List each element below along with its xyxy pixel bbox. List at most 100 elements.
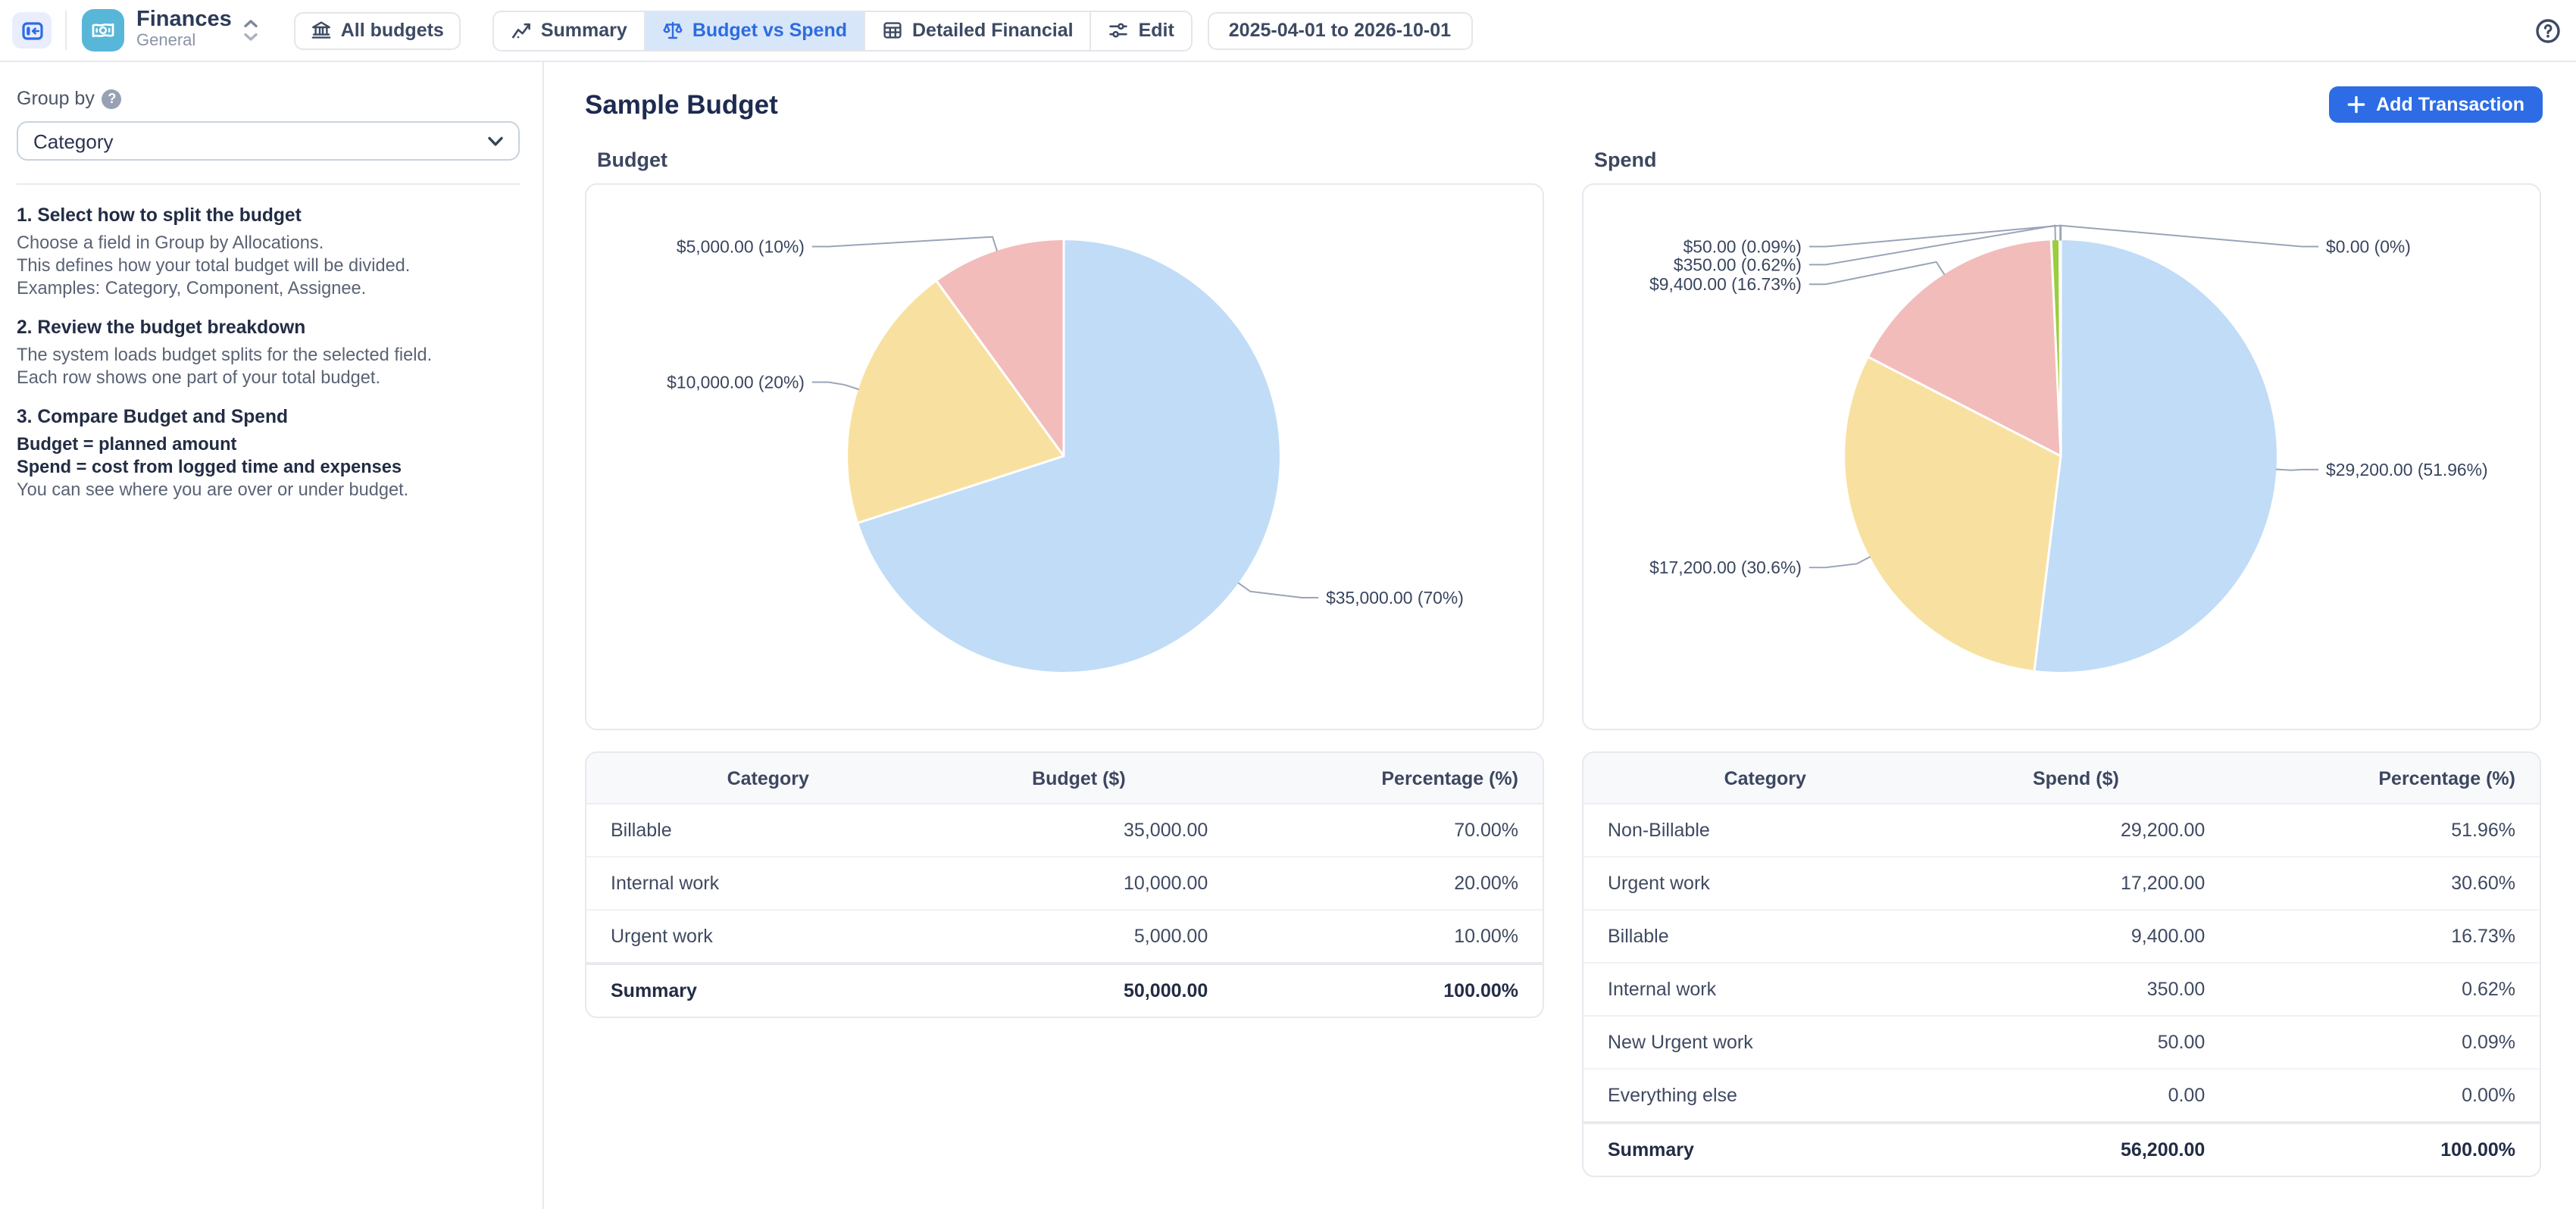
- step-title: 1. Select how to split the budget: [17, 205, 302, 226]
- summary-row: Summary 56,200.00 100.00%: [1583, 1121, 2540, 1176]
- tab-detailed-financial[interactable]: Detailed Financial: [865, 11, 1092, 49]
- all-budgets-label: All budgets: [340, 20, 444, 41]
- table-row: New Urgent work 50.00 0.09%: [1583, 1016, 2540, 1070]
- sidebar-collapse-button[interactable]: [12, 12, 52, 48]
- table-row: Urgent work 17,200.00 30.60%: [1583, 857, 2540, 911]
- table-row: Billable 9,400.00 16.73%: [1583, 910, 2540, 964]
- group-by-sidebar: Group by ? Category 1. Select how to spl…: [0, 62, 544, 1209]
- table-cell: 0.00: [1946, 1069, 2206, 1123]
- step-title: 3. Compare Budget and Spend: [17, 406, 289, 427]
- budget-chart-block: Budget $35,000.00 (70%) $10,000.00 (20%) $…: [585, 148, 1544, 730]
- pie-leader-line: [2060, 224, 2319, 248]
- budget-switcher-button[interactable]: [242, 17, 259, 44]
- table-cell: Billable: [586, 804, 950, 858]
- table-cell: 70.00%: [1208, 804, 1543, 858]
- pie-leader-line: [1809, 555, 1871, 569]
- column-header: Percentage (%): [1208, 753, 1543, 804]
- top-navbar: Finances General All budgets: [0, 0, 2576, 62]
- table-cell: 350.00: [1946, 963, 2206, 1017]
- workspace-title-block: Finances General: [136, 8, 232, 52]
- column-header: Budget ($): [949, 753, 1208, 804]
- tab-summary[interactable]: Summary: [493, 11, 646, 49]
- add-transaction-label: Add Transaction: [2376, 94, 2524, 115]
- table-cell: 29,200.00: [1946, 804, 2206, 858]
- pie-callout-label: $10,000.00 (20%): [667, 373, 805, 392]
- pie-leader-line: [811, 236, 999, 251]
- table-cell: Summary: [586, 962, 950, 1017]
- help-icon: [2535, 17, 2561, 43]
- pie-callout-label: $35,000.00 (70%): [1326, 588, 1464, 608]
- table-header-row: Category Spend ($) Percentage (%): [1583, 753, 2540, 804]
- table-row: Internal work 10,000.00 20.00%: [586, 857, 1543, 911]
- budget-pie-chart: $35,000.00 (70%) $10,000.00 (20%) $5,000.0…: [667, 236, 1464, 674]
- spend-table: Category Spend ($) Percentage (%) Non-Billa…: [1583, 753, 2540, 1176]
- bank-icon: [311, 20, 332, 41]
- pie-callout-label: $5,000.00 (10%): [677, 237, 805, 257]
- plus-icon: [2347, 95, 2365, 114]
- table-row: Non-Billable 29,200.00 51.96%: [1583, 804, 2540, 858]
- chevron-down-icon: [488, 136, 503, 146]
- instruction-steps: 1. Select how to split the budget Choose …: [17, 205, 520, 501]
- add-transaction-button[interactable]: Add Transaction: [2329, 86, 2543, 123]
- step-line: Each row shows one part of your total bu…: [17, 367, 381, 388]
- step-line: Spend = cost from logged time and expens…: [17, 456, 402, 477]
- summary-row: Summary 50,000.00 100.00%: [586, 962, 1543, 1017]
- group-by-select-value: Category: [33, 130, 114, 152]
- content-area: Group by ? Category 1. Select how to spl…: [0, 62, 2576, 1209]
- group-by-select[interactable]: Category: [17, 121, 520, 161]
- pie-callout-label: $29,200.00 (51.96%): [2326, 460, 2488, 480]
- table-cell: 9,400.00: [1946, 910, 2206, 964]
- table-row: Billable 35,000.00 70.00%: [586, 804, 1543, 858]
- tab-summary-label: Summary: [540, 20, 627, 41]
- scales-icon: [662, 20, 683, 41]
- pie-callout-label: $50.00 (0.09%): [1683, 237, 1802, 257]
- step-line: You can see where you are over or under …: [17, 479, 409, 500]
- instruction-step: 2. Review the budget breakdown The system…: [17, 317, 520, 389]
- table-cell: 0.09%: [2205, 1016, 2540, 1070]
- column-header: Category: [586, 753, 950, 804]
- spend-chart-block: Spend $29,200.00 (51.96%) $17,200.00 (30.…: [1582, 148, 2541, 730]
- date-range-button[interactable]: 2025-04-01 to 2026-10-01: [1207, 11, 1473, 49]
- budget-table-card: Category Budget ($) Percentage (%) Billable…: [585, 751, 1544, 1018]
- sidebar-collapse-icon: [20, 19, 43, 42]
- budget-main-panel: Sample Budget Add Transaction Budget $35…: [544, 62, 2576, 1209]
- help-button[interactable]: [2535, 17, 2561, 43]
- table-cell: Urgent work: [1583, 857, 1947, 911]
- table-cell: 50,000.00: [949, 962, 1208, 1017]
- pie-slice[interactable]: [2033, 238, 2279, 674]
- table-cell: Internal work: [586, 857, 950, 911]
- table-cell: 51.96%: [2205, 804, 2540, 858]
- tab-budget-vs-spend[interactable]: Budget vs Spend: [645, 11, 865, 49]
- pie-leader-line: [1809, 261, 1946, 286]
- tab-edit-label: Edit: [1138, 20, 1174, 41]
- table-cell: 35,000.00: [949, 804, 1208, 858]
- table-icon: [882, 20, 903, 41]
- workspace-subtitle: General: [136, 32, 196, 51]
- group-by-help-icon[interactable]: ?: [102, 89, 122, 108]
- date-range-value: 2025-04-01 to 2026-10-01: [1228, 20, 1452, 41]
- table-cell: 17,200.00: [1946, 857, 2206, 911]
- pie-leader-line: [811, 381, 859, 391]
- instruction-step: 1. Select how to split the budget Choose …: [17, 205, 520, 300]
- view-tabs: Summary Budget vs Spend: [492, 10, 1193, 51]
- step-line: Budget = planned amount: [17, 433, 237, 455]
- tab-edit[interactable]: Edit: [1091, 11, 1191, 49]
- table-cell: 0.62%: [2205, 963, 2540, 1017]
- table-cell: 16.73%: [2205, 910, 2540, 964]
- sidebar-divider: [17, 183, 520, 185]
- all-budgets-button[interactable]: All budgets: [293, 11, 461, 49]
- workspace-title: Finances: [136, 8, 232, 33]
- table-row: Internal work 350.00 0.62%: [1583, 963, 2540, 1017]
- table-cell: New Urgent work: [1583, 1016, 1947, 1070]
- tab-budget-vs-spend-label: Budget vs Spend: [692, 20, 847, 41]
- banknote-icon: [91, 18, 115, 42]
- pie-slice[interactable]: [2058, 238, 2062, 458]
- column-header: Spend ($): [1946, 753, 2206, 804]
- spend-section-title: Spend: [1594, 148, 1657, 171]
- step-line: Examples: Category, Component, Assignee.: [17, 277, 367, 298]
- table-cell: 0.00%: [2205, 1069, 2540, 1123]
- budget-pie-card: $35,000.00 (70%) $10,000.00 (20%) $5,000.0…: [585, 183, 1544, 730]
- group-by-label: Group by: [17, 88, 95, 109]
- pie-callout-label: $0.00 (0%): [2326, 237, 2411, 257]
